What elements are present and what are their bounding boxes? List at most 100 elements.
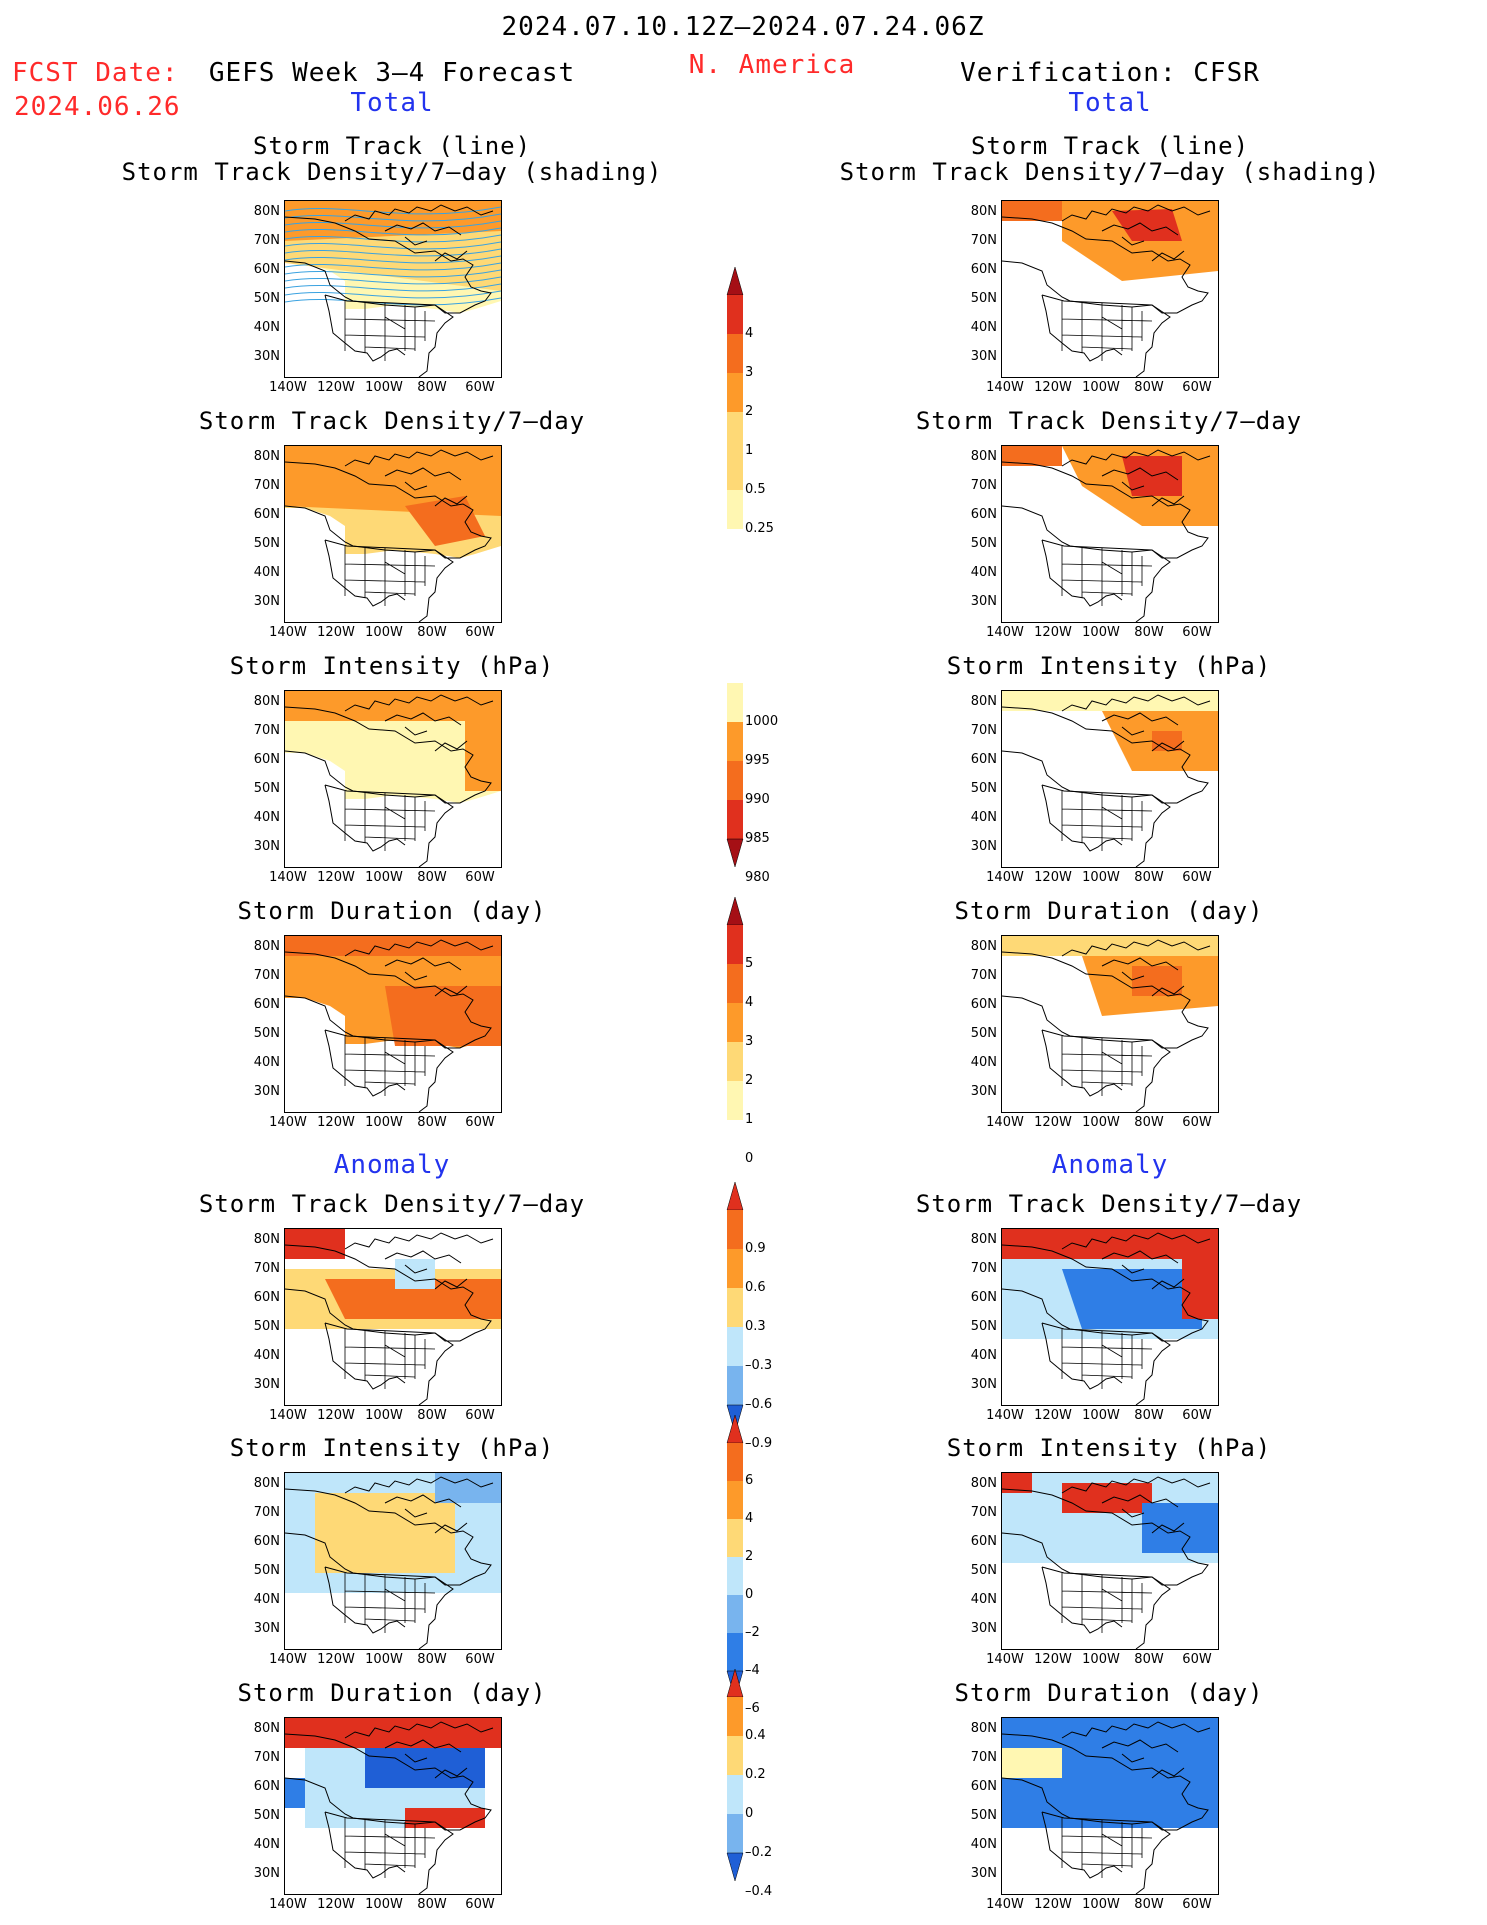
colorbar-duration-anom <box>726 1668 744 1882</box>
lat-tick-label: 80N <box>970 204 997 219</box>
lat-tick-label: 40N <box>253 1348 280 1363</box>
lon-tick-label: 100W <box>365 1408 403 1423</box>
map-shading-4-0 <box>285 1229 501 1405</box>
lon-tick-label: 80W <box>1134 380 1164 395</box>
colorbar-swatch <box>727 1081 743 1120</box>
map-panel-6-right <box>1001 1717 1219 1895</box>
lat-tick-label: 60N <box>970 752 997 767</box>
shade-region <box>285 1229 345 1259</box>
shade-region <box>285 691 501 721</box>
colorbar-duration-anom-label: 0.4 <box>745 1728 766 1743</box>
lat-tick-label: 80N <box>970 939 997 954</box>
us-coast <box>324 539 454 622</box>
colorbar-intensity-anom-label: –2 <box>745 1625 760 1640</box>
lon-tick-label: 120W <box>1034 1652 1072 1667</box>
storm-track-line <box>285 283 501 292</box>
lon-tick-label: 100W <box>365 1897 403 1912</box>
colorbar-swatch <box>727 1210 743 1249</box>
us-coast <box>1041 784 1171 867</box>
lat-tick-label: 80N <box>253 1232 280 1247</box>
panel-title-density-left-4: Storm Track Density/7–day <box>198 1190 586 1218</box>
panel-title-track-line-left: Storm Track (line) <box>252 132 532 160</box>
lat-tick-label: 60N <box>253 1534 280 1549</box>
coastline <box>1002 461 1209 559</box>
us-coast <box>324 1811 454 1894</box>
map-shading-2-1 <box>1002 691 1218 867</box>
lat-tick-label: 40N <box>253 1592 280 1607</box>
shade-region <box>1002 1748 1062 1778</box>
lat-tick-label: 70N <box>970 233 997 248</box>
colorbar-intensity-anom-label: 4 <box>745 1511 754 1526</box>
panel-title-density-right-1: Storm Track Density/7–day <box>915 407 1303 435</box>
lat-tick-label: 60N <box>253 262 280 277</box>
shade-region <box>1002 1229 1218 1259</box>
lat-tick-label: 80N <box>970 1476 997 1491</box>
lat-tick-label: 30N <box>253 1084 280 1099</box>
map-shading-5-0 <box>285 1473 501 1649</box>
panel-title-duration-left-6: Storm Duration (day) <box>237 1679 547 1707</box>
lon-tick-label: 60W <box>1182 1408 1212 1423</box>
lat-tick-label: 70N <box>253 233 280 248</box>
lon-tick-label: 120W <box>1034 870 1072 885</box>
map-shading-2-0 <box>285 691 501 867</box>
colorbar-swatch <box>727 722 743 761</box>
lat-tick-label: 60N <box>253 507 280 522</box>
us-coast <box>1041 1029 1171 1112</box>
arctic-islands <box>1061 1232 1211 1290</box>
colorbar-intensity-total-label: 980 <box>745 870 770 885</box>
lon-tick-label: 120W <box>1034 625 1072 640</box>
right-total-label: Total <box>1068 88 1152 118</box>
map-panel-1-left <box>284 445 502 623</box>
storm-track-line <box>285 248 501 257</box>
colorbar-swatch <box>727 1814 743 1853</box>
colorbar-swatch <box>727 925 743 964</box>
colorbar-arrow-up <box>726 1668 744 1698</box>
shade-region <box>285 1718 501 1748</box>
state-borders <box>1061 791 1153 851</box>
lon-tick-label: 100W <box>1082 380 1120 395</box>
lat-tick-label: 70N <box>970 1750 997 1765</box>
panel-title-density-right-4: Storm Track Density/7–day <box>915 1190 1303 1218</box>
lat-tick-label: 80N <box>970 449 997 464</box>
lat-tick-label: 30N <box>253 594 280 609</box>
lon-tick-label: 120W <box>317 1652 355 1667</box>
arctic-islands <box>344 694 494 752</box>
lon-tick-label: 120W <box>317 870 355 885</box>
colorbar-swatch <box>727 1288 743 1327</box>
lon-tick-label: 60W <box>465 380 495 395</box>
colorbar-swatch <box>727 800 743 839</box>
lon-tick-label: 60W <box>465 625 495 640</box>
map-shading-6-1 <box>1002 1718 1218 1894</box>
panel-title-track-shading-right: Storm Track Density/7–day (shading) <box>839 158 1381 186</box>
lat-tick-label: 60N <box>970 1534 997 1549</box>
us-coast <box>324 1566 454 1649</box>
lon-tick-label: 140W <box>269 1115 307 1130</box>
lat-tick-label: 40N <box>253 810 280 825</box>
state-borders <box>344 301 436 361</box>
left-anomaly-label: Anomaly <box>333 1150 451 1180</box>
colorbar-density-anom-label: 0.6 <box>745 1280 766 1295</box>
colorbar-intensity-total-label: 1000 <box>745 714 779 729</box>
colorbar-swatch <box>727 761 743 800</box>
state-borders <box>344 546 436 606</box>
coastline <box>285 1244 492 1342</box>
lat-tick-label: 70N <box>253 968 280 983</box>
colorbar-duration-total-label: 4 <box>745 995 754 1010</box>
arctic-islands <box>344 939 494 997</box>
colorbar-intensity-anom-label: 0 <box>745 1587 754 1602</box>
storm-track-line <box>285 269 501 278</box>
lon-tick-label: 140W <box>269 625 307 640</box>
fcst-date-label: FCST Date: <box>12 58 179 88</box>
colorbar-duration-anom-label: –0.2 <box>745 1845 773 1860</box>
us-coast <box>1041 1322 1171 1405</box>
lat-tick-label: 50N <box>970 291 997 306</box>
coastline <box>285 951 492 1049</box>
lat-tick-label: 60N <box>253 752 280 767</box>
colorbar-swatch <box>727 334 743 373</box>
lon-tick-label: 60W <box>465 1408 495 1423</box>
lon-tick-label: 120W <box>317 380 355 395</box>
coastline <box>1002 1244 1209 1342</box>
colorbar-arrow-up <box>726 1181 744 1211</box>
lon-tick-label: 120W <box>1034 1115 1072 1130</box>
lat-tick-label: 30N <box>970 594 997 609</box>
